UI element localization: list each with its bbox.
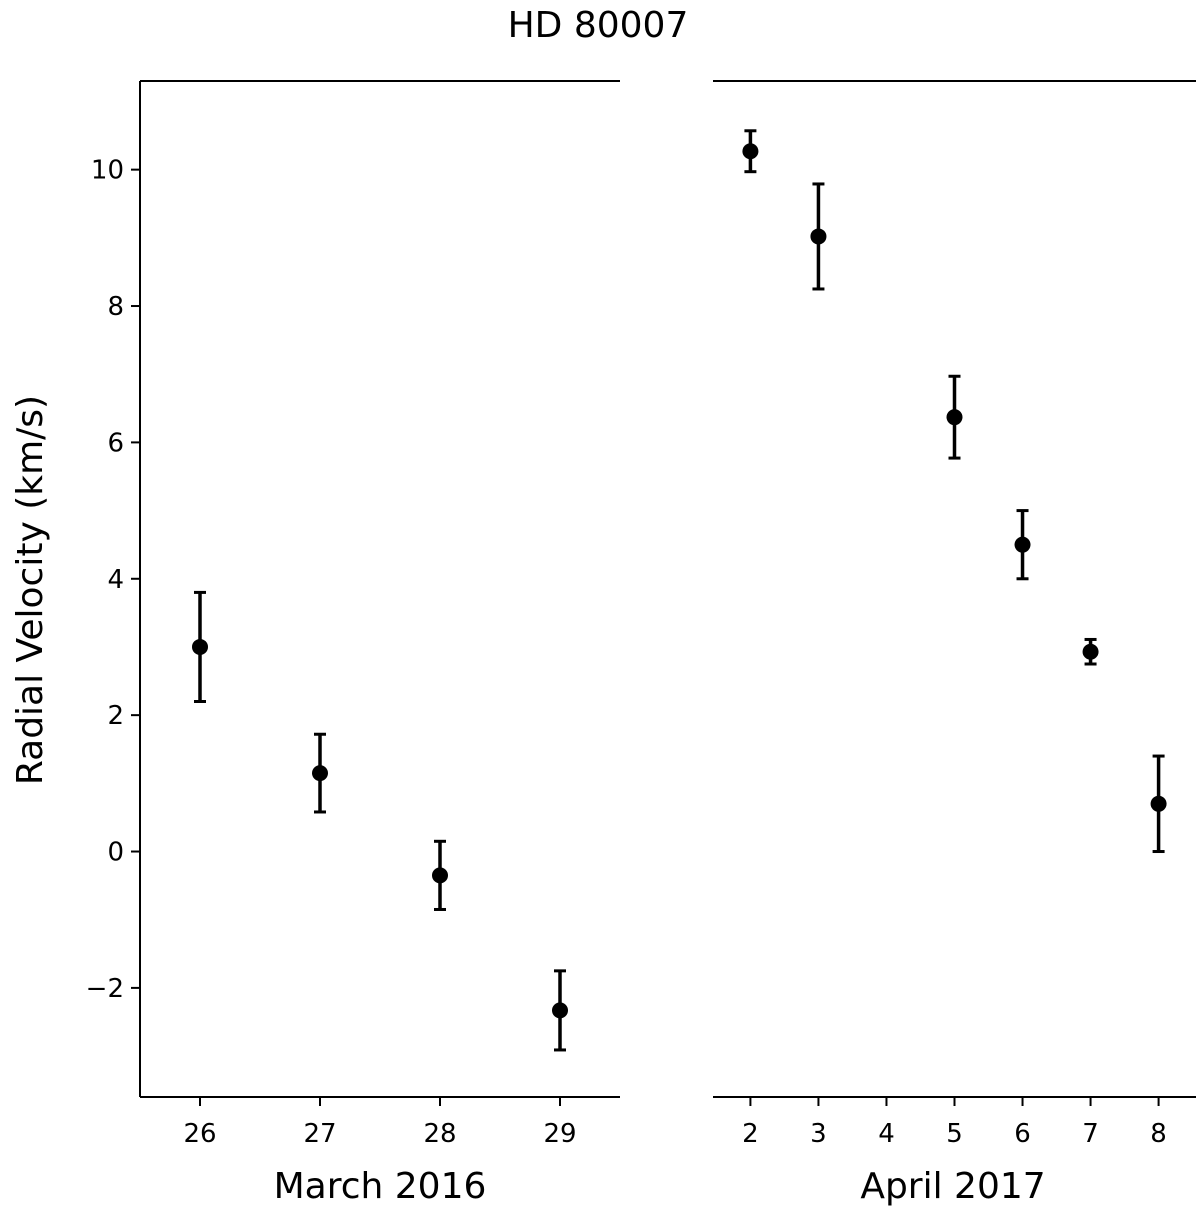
data-point (552, 1002, 568, 1019)
x-tick-label-left: 28 (423, 1119, 456, 1149)
x-tick-label-left: 26 (183, 1119, 216, 1149)
x-tick-label-right: 2 (742, 1119, 759, 1149)
data-point (1082, 643, 1099, 660)
y-tick-label: 6 (107, 428, 124, 458)
data-point (1014, 536, 1031, 553)
data-point (192, 638, 208, 655)
y-tick-label: 4 (107, 565, 124, 595)
data-point (946, 409, 963, 426)
x-tick-label-right: 7 (1082, 1119, 1099, 1149)
y-tick-label: 8 (107, 292, 124, 322)
x-tick-label-right: 8 (1150, 1119, 1167, 1149)
y-tick-label: −2 (86, 974, 124, 1004)
y-tick-label: 10 (91, 156, 124, 186)
plot-area: −2 0 2 4 6 8 10 26 27 28 29 2 3 4 5 6 7 8 (86, 80, 1196, 1149)
x-axis-label-right: April 2017 (860, 1166, 1045, 1207)
data-point (742, 143, 759, 160)
x-tick-label-left: 27 (303, 1119, 336, 1149)
data-point (1150, 795, 1167, 812)
y-tick-label: 2 (107, 701, 124, 731)
x-tick-label-left: 29 (543, 1119, 576, 1149)
data-point (810, 228, 827, 245)
x-tick-label-right: 6 (1014, 1119, 1031, 1149)
x-axis-label-left: March 2016 (274, 1166, 487, 1207)
x-tick-label-right: 5 (946, 1119, 963, 1149)
y-axis-label: Radial Velocity (km/s) (10, 395, 51, 785)
data-point (312, 765, 328, 782)
data-point (432, 867, 448, 884)
y-tick-label: 0 (107, 838, 124, 868)
x-tick-label-right: 4 (878, 1119, 895, 1149)
x-tick-label-right: 3 (810, 1119, 827, 1149)
chart-title: HD 80007 (508, 5, 689, 46)
